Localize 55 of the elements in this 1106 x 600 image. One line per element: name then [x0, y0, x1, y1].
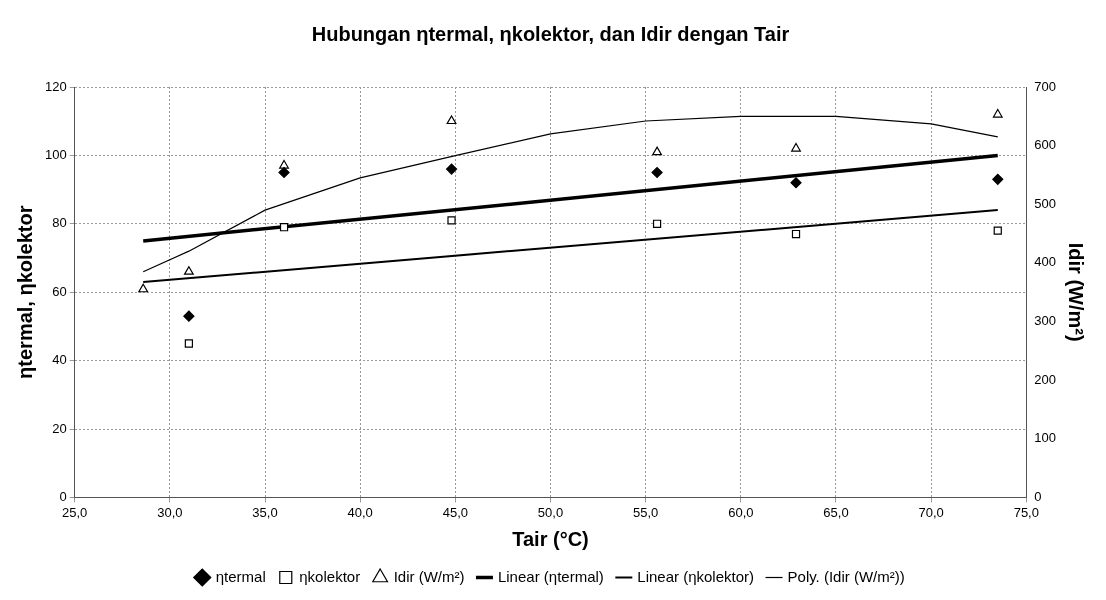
y2-tick-label: 600	[1034, 137, 1057, 153]
x-tick-label: 55,0	[633, 504, 659, 520]
x-tick-label: 75,0	[1013, 504, 1039, 520]
y2-axis-title: Idir (W/m²)	[1065, 242, 1088, 342]
point	[447, 216, 456, 225]
x-tick-label: 40,0	[347, 504, 373, 520]
y-tick-label: 40	[52, 352, 67, 368]
point	[183, 310, 195, 322]
y-tick-label: 0	[59, 488, 67, 504]
point	[279, 159, 289, 169]
point	[992, 108, 1003, 118]
y2-tick-label: 700	[1034, 78, 1057, 94]
y2-tick-label: 200	[1034, 371, 1057, 387]
y2-tick-label: 0	[1034, 488, 1042, 504]
y-tick-label: 100	[44, 146, 67, 162]
point	[445, 163, 458, 175]
point	[652, 146, 663, 156]
x-tick-label: 70,0	[918, 504, 944, 520]
x-tick-label: 25,0	[62, 504, 88, 520]
point	[183, 266, 194, 275]
point	[993, 226, 1002, 235]
x-tick-label: 60,0	[728, 504, 754, 520]
legend-label: ηtermal	[215, 567, 266, 585]
legend-label: Linear (ηtermal)	[497, 567, 604, 585]
point	[278, 166, 290, 179]
legend-label: Poly. (Idir (W/m²))	[787, 567, 905, 585]
y2-tick-label: 300	[1034, 313, 1057, 329]
point	[446, 115, 457, 125]
point	[791, 229, 801, 239]
y-tick-label: 20	[52, 420, 67, 436]
point	[790, 177, 802, 189]
point	[651, 166, 663, 179]
x-tick-label: 30,0	[157, 504, 183, 520]
legend-label: Idir (W/m²)	[393, 567, 465, 585]
x-tick-label: 50,0	[537, 504, 564, 520]
y2-tick-label: 500	[1034, 195, 1057, 211]
y-axis-title: ηtermal, ηkolektor	[13, 205, 36, 379]
y-tick-label: 120	[44, 78, 67, 94]
point	[992, 173, 1004, 185]
point	[279, 223, 289, 232]
point	[652, 219, 662, 228]
x-tick-label: 35,0	[252, 504, 278, 520]
y2-tick-label: 100	[1034, 430, 1057, 446]
x-tick-label: 65,0	[823, 504, 849, 520]
y-tick-label: 60	[52, 283, 67, 299]
legend-label: Linear (ηkolektor)	[637, 567, 755, 585]
y-tick-label: 80	[52, 215, 67, 231]
chart-title: Hubungan ηtermal, ηkolektor, dan Idir dengan Tair	[311, 22, 790, 45]
point	[791, 142, 801, 152]
point	[184, 339, 194, 348]
x-axis-title: Tair (°C)	[512, 527, 589, 550]
y2-tick-label: 400	[1034, 254, 1057, 270]
point	[138, 283, 149, 293]
legend-label: ηkolektor	[299, 567, 361, 585]
x-tick-label: 45,0	[442, 504, 468, 520]
